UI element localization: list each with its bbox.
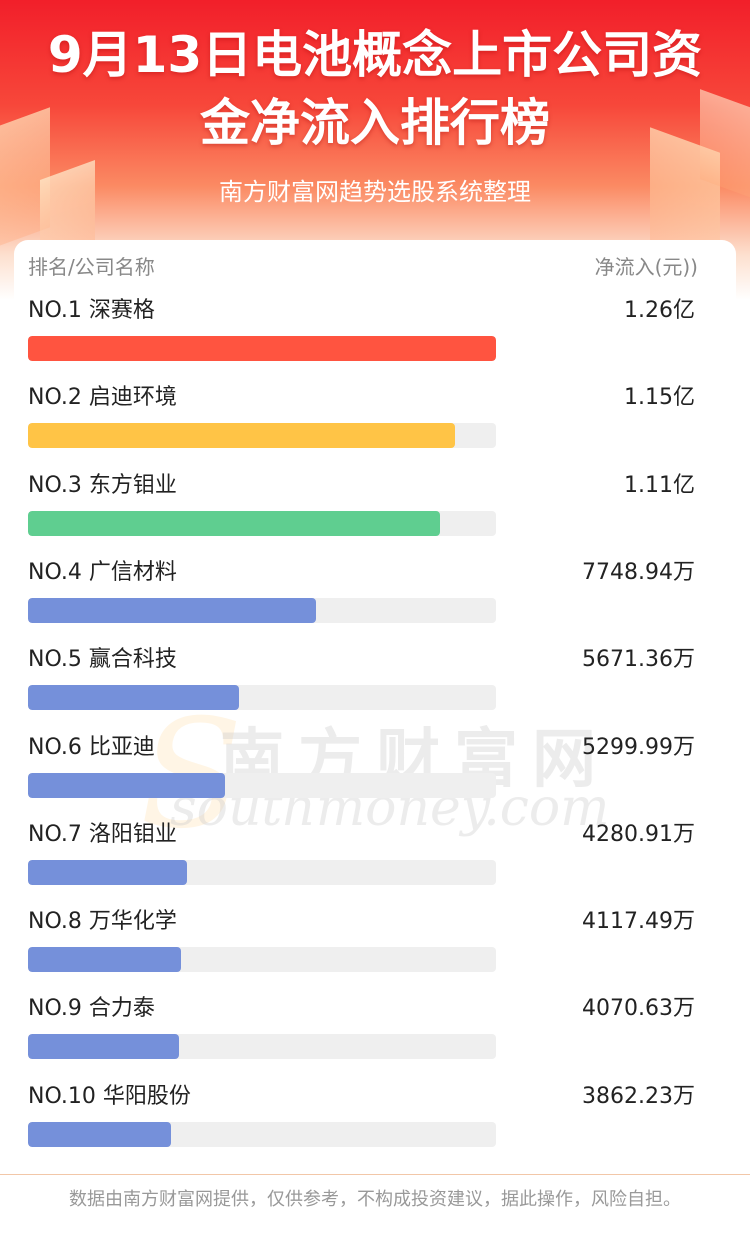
footer-disclaimer: 数据由南方财富网提供，仅供参考，不构成投资建议，据此操作，风险自担。	[69, 1189, 681, 1210]
column-header-company: 排名/公司名称	[28, 255, 155, 279]
ranking-row: NO.8 万华化学 4117.49万	[0, 907, 750, 994]
bar-fill	[28, 336, 496, 361]
bar-fill	[28, 685, 239, 710]
bar-track	[28, 511, 496, 536]
row-value-label: 3862.23万	[582, 1084, 695, 1109]
ranking-row: NO.1 深赛格 1.26亿	[0, 296, 750, 383]
ranking-row: NO.4 广信材料 7748.94万	[0, 558, 750, 645]
row-label: NO.6 比亚迪	[28, 735, 155, 760]
ranking-row: NO.3 东方钼业 1.11亿	[0, 471, 750, 558]
ranking-row: NO.10 华阳股份 3862.23万	[0, 1082, 750, 1169]
bar-fill	[28, 511, 440, 536]
row-value-label: 5299.99万	[582, 735, 695, 760]
bar-fill	[28, 773, 225, 798]
bar-track	[28, 423, 496, 448]
row-label: NO.3 东方钼业	[28, 473, 177, 498]
bar-track	[28, 598, 496, 623]
bar-track	[28, 336, 496, 361]
bar-fill	[28, 947, 181, 972]
page-subtitle: 南方财富网趋势选股系统整理	[219, 178, 531, 206]
bar-track	[28, 860, 496, 885]
row-label: NO.7 洛阳钼业	[28, 822, 177, 847]
row-value-label: 4280.91万	[582, 822, 695, 847]
column-header-inflow: 净流入(元))	[594, 255, 698, 279]
ranking-row: NO.7 洛阳钼业 4280.91万	[0, 820, 750, 907]
bar-fill	[28, 1034, 179, 1059]
row-value-label: 5671.36万	[582, 647, 695, 672]
page-title-line1: 9月13日电池概念上市公司资	[47, 26, 703, 84]
ranking-row: NO.2 启迪环境 1.15亿	[0, 383, 750, 470]
row-value-label: 1.11亿	[624, 473, 695, 498]
bar-fill	[28, 860, 187, 885]
row-value-label: 4117.49万	[582, 909, 695, 934]
bar-fill	[28, 1122, 171, 1147]
row-value-label: 1.15亿	[624, 385, 695, 410]
footer-divider	[0, 1174, 750, 1175]
row-label: NO.1 深赛格	[28, 298, 155, 323]
ranking-row: NO.9 合力泰 4070.63万	[0, 994, 750, 1081]
row-value-label: 4070.63万	[582, 996, 695, 1021]
bar-track	[28, 947, 496, 972]
row-label: NO.8 万华化学	[28, 909, 177, 934]
row-label: NO.2 启迪环境	[28, 385, 177, 410]
ranking-row: NO.6 比亚迪 5299.99万	[0, 733, 750, 820]
row-label: NO.9 合力泰	[28, 996, 155, 1021]
bar-track	[28, 1034, 496, 1059]
row-value-label: 7748.94万	[582, 560, 695, 585]
bar-fill	[28, 423, 455, 448]
row-value-label: 1.26亿	[624, 298, 695, 323]
row-label: NO.10 华阳股份	[28, 1084, 191, 1109]
bar-track	[28, 1122, 496, 1147]
row-label: NO.4 广信材料	[28, 560, 177, 585]
row-label: NO.5 赢合科技	[28, 647, 177, 672]
bar-fill	[28, 598, 316, 623]
bar-track	[28, 773, 496, 798]
ranking-row: NO.5 赢合科技 5671.36万	[0, 645, 750, 732]
bar-track	[28, 685, 496, 710]
page-title-line2: 金净流入排行榜	[200, 94, 550, 152]
